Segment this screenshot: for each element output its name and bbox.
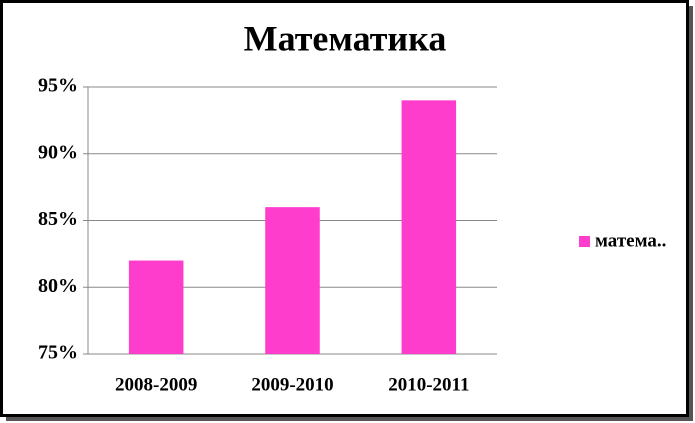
y-tick-label: 80%	[38, 275, 78, 297]
legend-label: матема..	[595, 230, 666, 251]
y-tick-label: 90%	[38, 141, 78, 163]
x-tick-label: 2008-2009	[115, 374, 197, 395]
chart-title: Математика	[244, 18, 447, 58]
x-tick-label: 2010-2011	[388, 374, 469, 395]
y-tick-label: 75%	[38, 342, 78, 364]
frame	[0, 0, 689, 417]
x-tick-label: 2009-2010	[251, 374, 333, 395]
bar	[128, 260, 184, 354]
bar	[401, 100, 457, 354]
legend-swatch	[579, 236, 590, 247]
y-tick-label: 85%	[38, 208, 78, 230]
bar	[265, 207, 320, 354]
y-tick-label: 95%	[38, 75, 78, 97]
